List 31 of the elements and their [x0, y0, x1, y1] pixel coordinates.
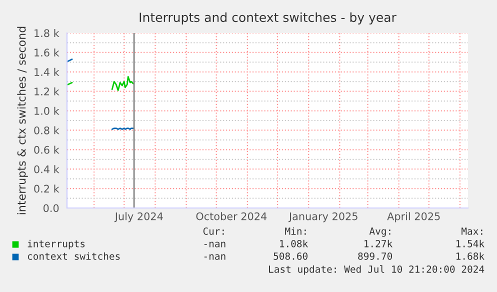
text: Min:	[285, 227, 306, 235]
y-tick-label: 0.0	[43, 204, 59, 212]
y-tick-label: 0.4 k	[34, 165, 60, 174]
text: 508.60	[274, 252, 308, 260]
x-tick-label: April 2025	[387, 212, 440, 222]
y-axis-title: interrupts & ctx switches / second	[17, 26, 28, 214]
text: Last update: Wed Jul 10 21:20:00 2024	[269, 265, 484, 275]
text: Avg:	[369, 228, 390, 237]
legend-label: interrupts	[28, 240, 85, 250]
text: -nan	[204, 254, 226, 260]
y-tick-label: 1.0 k	[34, 106, 60, 115]
y-tick-label: 1.2 k	[34, 87, 60, 96]
x-tick-label: January 2025	[288, 212, 358, 222]
x-tick-label: July 2024	[114, 212, 163, 222]
y-tick-label: 0.6 k	[34, 146, 60, 154]
y-tick-label: 1.6 k	[34, 48, 60, 57]
x-tick-label: October 2024	[196, 212, 267, 220]
text: -nan	[204, 242, 226, 248]
text: Cur:	[203, 227, 224, 235]
text: 899.70	[358, 252, 392, 260]
text: 1.08k	[280, 240, 308, 248]
text: Max:	[462, 228, 482, 235]
text: 1.27k	[364, 240, 392, 248]
chart-title: Interrupts and context switches - by year	[140, 12, 396, 24]
y-tick-label: 1.8 k	[34, 29, 60, 38]
legend-label: context switches	[28, 252, 120, 260]
y-tick-label: 1.4 k	[34, 68, 60, 76]
y-tick-label: 0.2 k	[34, 184, 60, 193]
text: 1.68k	[456, 252, 484, 260]
y-tick-label: 0.8 k	[34, 126, 60, 134]
text: 1.54k	[456, 240, 484, 248]
